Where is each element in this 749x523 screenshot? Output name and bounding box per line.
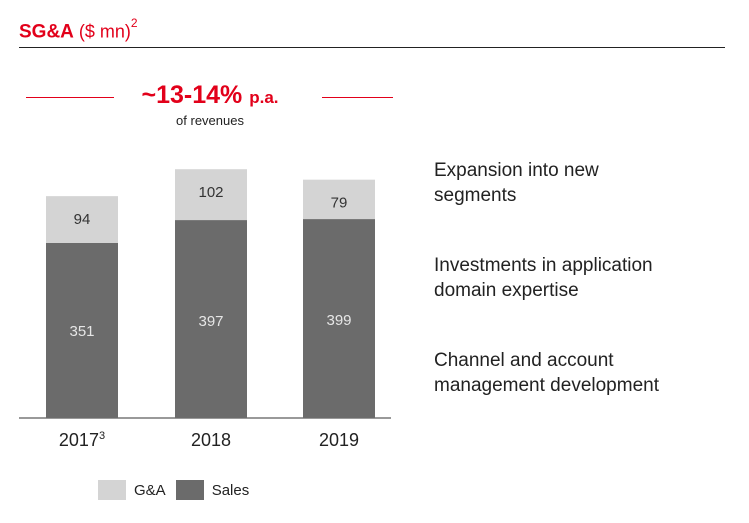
bar-ga-2018: [175, 169, 247, 221]
legend-label-sales: Sales: [211, 481, 250, 499]
data-label-ga-2019: 79: [331, 195, 348, 212]
title-footnote: 2: [130, 16, 138, 30]
title-unit: ($ mn): [73, 21, 131, 42]
data-label-ga-2017: 94: [74, 211, 91, 228]
growth-subtitle: of revenues: [176, 113, 244, 128]
bars-group: 351 94 20173 397 102 2018 399 79 2019: [46, 169, 375, 450]
bullet-list: Expansion into new segments Investments …: [434, 158, 734, 443]
bar-sales-2019: [303, 219, 375, 418]
title-bold: SG&A: [19, 21, 74, 43]
legend-swatch-sales: [175, 480, 204, 500]
bullet-item: Investments in application domain expert…: [434, 255, 653, 301]
bullet-item: Expansion into new segments: [434, 160, 599, 206]
title-divider: [19, 47, 725, 48]
legend: G&A Sales: [98, 480, 259, 500]
x-tick-label-2019: 2019: [319, 430, 359, 450]
growth-value-text: ~13-14%: [141, 81, 243, 109]
bar-ga-2017: [46, 196, 118, 243]
growth-line-right: [322, 97, 393, 98]
legend-swatch-ga: [98, 480, 126, 500]
data-label-sales-2018: 397: [198, 313, 223, 330]
x-tick-label-2017: 20173: [59, 430, 105, 450]
data-label-ga-2018: 102: [198, 184, 223, 201]
chart-title: SG&A ($ mn)2: [19, 14, 138, 44]
bar-ga-2019: [303, 179, 375, 220]
growth-line-left: [26, 97, 114, 98]
growth-suffix: p.a.: [249, 88, 279, 107]
x-tick-footnote: 3: [99, 430, 105, 442]
legend-item-sales: Sales: [175, 480, 250, 500]
growth-value: ~13-14% p.a.: [110, 80, 310, 113]
bar-sales-2018: [175, 220, 247, 418]
legend-label-ga: G&A: [134, 481, 166, 499]
data-label-sales-2017: 351: [69, 323, 94, 340]
data-label-sales-2019: 399: [326, 312, 351, 329]
legend-item-ga: G&A: [98, 480, 166, 500]
bar-sales-2017: [46, 243, 118, 418]
x-tick-label-2018: 2018: [191, 430, 231, 450]
bullet-item: Channel and account management developme…: [434, 350, 659, 396]
